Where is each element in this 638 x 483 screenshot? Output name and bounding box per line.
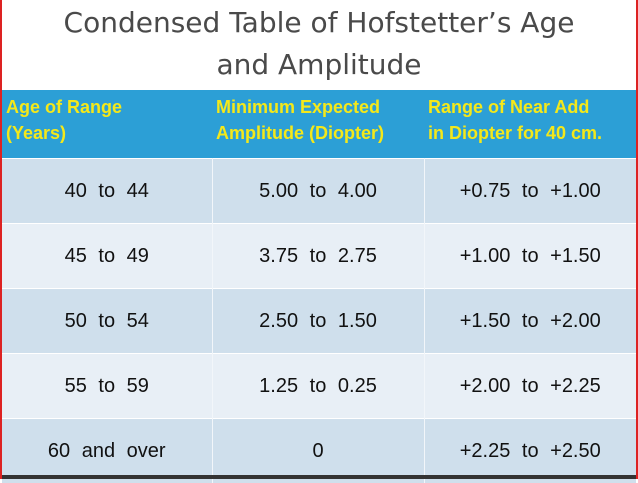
title: Condensed Table of Hofstetter’s Age and … — [2, 2, 636, 86]
table-cell: 40 to 44 — [2, 159, 212, 224]
table-cell: 45 to 49 — [2, 224, 212, 289]
table-cell: +2.25 to +2.50 — [424, 419, 636, 483]
table-cell: 1.25 to 0.25 — [212, 354, 424, 419]
column-header-line: Amplitude (Diopter) — [216, 120, 424, 146]
column-header-line: Age of Range — [6, 94, 212, 120]
table-cell: +0.75 to +1.00 — [424, 159, 636, 224]
table-cell: 60 and over — [2, 419, 212, 483]
table-cell: 0 — [212, 419, 424, 483]
column-header-line: Range of Near Add — [428, 94, 636, 120]
title-line: Condensed Table of Hofstetter’s Age — [2, 2, 636, 44]
table-cell: 3.75 to 2.75 — [212, 224, 424, 289]
title-line: and Amplitude — [2, 44, 636, 86]
column-header-line: (Years) — [6, 120, 212, 146]
table-cell: 2.50 to 1.50 — [212, 289, 424, 354]
column-header-line: in Diopter for 40 cm. — [428, 120, 636, 146]
table-cell: 50 to 54 — [2, 289, 212, 354]
table-cell: 5.00 to 4.00 — [212, 159, 424, 224]
table-cell: +1.00 to +1.50 — [424, 224, 636, 289]
bottom-bar — [2, 475, 636, 479]
column-header: Age of Range(Years) — [2, 90, 212, 159]
table-cell: +1.50 to +2.00 — [424, 289, 636, 354]
table-cell: 55 to 59 — [2, 354, 212, 419]
table-cell: +2.00 to +2.25 — [424, 354, 636, 419]
column-header-line: Minimum Expected — [216, 94, 424, 120]
